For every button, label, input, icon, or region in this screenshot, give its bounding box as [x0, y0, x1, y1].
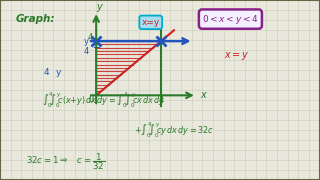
- Text: y: y: [97, 2, 102, 12]
- Text: 4: 4: [43, 68, 49, 77]
- Text: x: x: [200, 90, 206, 100]
- Text: $\int_0^4\!\!\int_0^y\!\! c(x{+}y)\,dx\,dy = \int_0^4\!\!\int_0^y\!\! cx\,dx\,dy: $\int_0^4\!\!\int_0^y\!\! c(x{+}y)\,dx\,…: [42, 90, 165, 110]
- Text: $x=y$: $x=y$: [224, 50, 250, 62]
- Text: 4: 4: [84, 48, 89, 57]
- Text: 4: 4: [158, 96, 164, 105]
- Text: $+\int_0^4\!\!\int_0^y\!\! cy\,dx\,dy = 32c$: $+\int_0^4\!\!\int_0^y\!\! cy\,dx\,dy = …: [134, 121, 214, 141]
- Text: y: y: [56, 68, 61, 77]
- Text: Graph:: Graph:: [16, 14, 55, 24]
- Text: y: y: [84, 37, 89, 46]
- Text: $32c = 1 \Rightarrow \quad c = \dfrac{1}{32}$: $32c = 1 \Rightarrow \quad c = \dfrac{1}…: [26, 151, 105, 172]
- Text: $0 {<} x {<} y {<} 4$: $0 {<} x {<} y {<} 4$: [202, 13, 259, 26]
- Text: 4: 4: [88, 33, 93, 42]
- Text: x=y: x=y: [141, 18, 160, 27]
- Text: 0: 0: [89, 95, 94, 104]
